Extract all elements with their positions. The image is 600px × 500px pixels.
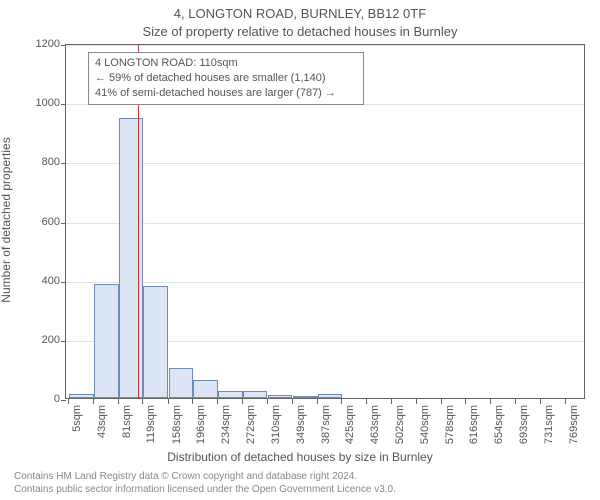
histogram-bar	[243, 391, 268, 398]
y-tick-label: 800	[20, 156, 60, 168]
histogram-bar	[119, 118, 144, 398]
histogram-bar	[169, 368, 194, 398]
page-subtitle: Size of property relative to detached ho…	[0, 24, 600, 39]
annotation-box: 4 LONGTON ROAD: 110sqm ← 59% of detached…	[88, 52, 364, 105]
y-tick-mark	[61, 45, 66, 46]
x-tick-mark	[317, 399, 318, 404]
annotation-line: 4 LONGTON ROAD: 110sqm	[95, 56, 357, 71]
y-tick-label: 400	[20, 275, 60, 287]
annotation-line: 41% of semi-detached houses are larger (…	[95, 86, 357, 101]
x-tick-mark	[540, 399, 541, 404]
x-tick-mark	[465, 399, 466, 404]
page-title: 4, LONGTON ROAD, BURNLEY, BB12 0TF	[0, 6, 600, 21]
x-tick-mark	[490, 399, 491, 404]
x-tick-mark	[68, 399, 69, 404]
x-tick-mark	[217, 399, 218, 404]
x-tick-mark	[341, 399, 342, 404]
gridline	[66, 45, 584, 46]
x-tick-mark	[93, 399, 94, 404]
x-tick-mark	[391, 399, 392, 404]
histogram-bar	[318, 394, 343, 398]
gridline	[66, 223, 584, 224]
y-tick-mark	[61, 400, 66, 401]
y-tick-label: 0	[20, 393, 60, 405]
y-tick-mark	[61, 104, 66, 105]
histogram-bar	[94, 284, 119, 398]
y-tick-label: 1200	[20, 38, 60, 50]
x-tick-mark	[142, 399, 143, 404]
histogram-bar	[143, 286, 168, 398]
histogram-bar	[193, 380, 218, 398]
x-tick-mark	[565, 399, 566, 404]
histogram-bar	[69, 394, 94, 398]
gridline	[66, 282, 584, 283]
footer: Contains HM Land Registry data © Crown c…	[0, 470, 600, 496]
x-tick-mark	[242, 399, 243, 404]
footer-line: Contains HM Land Registry data © Crown c…	[14, 470, 600, 483]
histogram-bar	[218, 391, 243, 398]
y-tick-label: 1000	[20, 97, 60, 109]
x-axis-label: Distribution of detached houses by size …	[0, 450, 600, 464]
y-tick-mark	[61, 341, 66, 342]
y-tick-mark	[61, 223, 66, 224]
gridline	[66, 163, 584, 164]
x-tick-mark	[515, 399, 516, 404]
x-tick-mark	[366, 399, 367, 404]
x-tick-mark	[168, 399, 169, 404]
x-tick-mark	[416, 399, 417, 404]
y-tick-mark	[61, 163, 66, 164]
y-axis-label: Number of detached properties	[0, 137, 13, 302]
y-tick-label: 200	[20, 334, 60, 346]
x-tick-mark	[441, 399, 442, 404]
annotation-line: ← 59% of detached houses are smaller (1,…	[95, 71, 357, 86]
x-tick-mark	[192, 399, 193, 404]
x-tick-mark	[292, 399, 293, 404]
y-tick-label: 600	[20, 216, 60, 228]
x-tick-mark	[267, 399, 268, 404]
y-tick-mark	[61, 282, 66, 283]
x-tick-mark	[118, 399, 119, 404]
histogram-bar	[293, 396, 318, 398]
histogram-bar	[268, 395, 293, 398]
footer-line: Contains public sector information licen…	[14, 483, 600, 496]
